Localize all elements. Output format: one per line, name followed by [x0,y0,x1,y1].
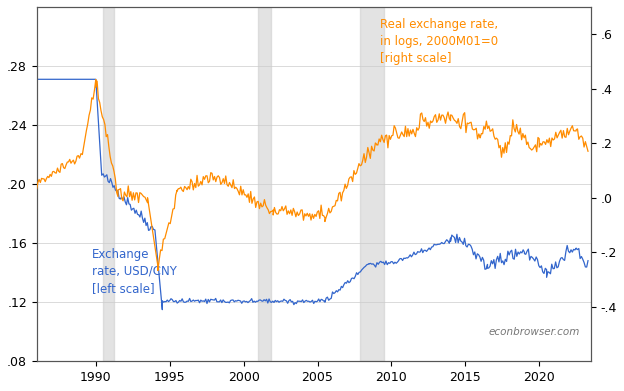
Bar [361,7,384,361]
Text: Real exchange rate,
in logs, 2000M01=0
[right scale]: Real exchange rate, in logs, 2000M01=0 [… [380,18,499,65]
Bar [103,7,114,361]
Bar [258,7,271,361]
Text: econbrowser.com: econbrowser.com [489,326,580,337]
Text: Exchange
rate, USD/CNY
[left scale]: Exchange rate, USD/CNY [left scale] [92,248,177,295]
